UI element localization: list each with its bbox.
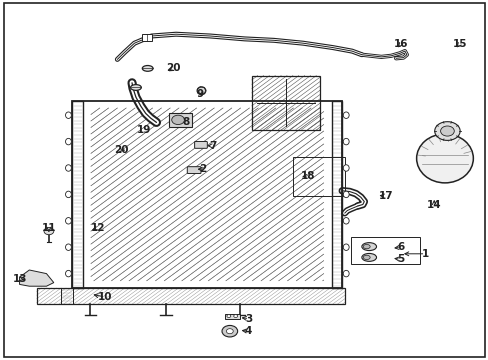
Ellipse shape [343, 191, 348, 198]
Ellipse shape [361, 253, 376, 261]
Circle shape [226, 315, 230, 318]
Text: 18: 18 [300, 171, 315, 181]
Text: 9: 9 [197, 89, 203, 99]
Circle shape [440, 126, 453, 136]
Circle shape [222, 325, 237, 337]
Bar [251, 76, 320, 130]
Ellipse shape [197, 87, 205, 95]
Text: 11: 11 [41, 222, 56, 233]
Ellipse shape [65, 270, 71, 277]
Text: 17: 17 [378, 191, 393, 201]
Circle shape [171, 115, 184, 125]
Bar [293, 157, 344, 196]
Bar [350, 237, 419, 264]
Ellipse shape [343, 112, 348, 118]
Text: 3: 3 [245, 314, 252, 324]
Ellipse shape [343, 165, 348, 171]
Text: 1: 1 [421, 249, 428, 259]
FancyBboxPatch shape [194, 141, 207, 148]
FancyBboxPatch shape [187, 167, 201, 174]
Ellipse shape [130, 85, 141, 90]
Ellipse shape [343, 138, 348, 145]
Bar [224, 314, 239, 319]
Bar [331, 101, 342, 288]
Bar [168, 113, 192, 127]
Text: 15: 15 [451, 39, 466, 49]
Text: 13: 13 [13, 274, 28, 284]
Text: 20: 20 [166, 63, 181, 73]
Ellipse shape [343, 244, 348, 251]
Ellipse shape [343, 217, 348, 224]
Text: 4: 4 [244, 326, 252, 336]
Ellipse shape [65, 244, 71, 251]
Ellipse shape [65, 191, 71, 198]
Circle shape [233, 315, 237, 318]
Bar [91, 108, 323, 281]
Bar [37, 288, 344, 304]
Ellipse shape [65, 165, 71, 171]
Ellipse shape [416, 134, 472, 183]
Text: 2: 2 [199, 164, 206, 174]
Circle shape [434, 122, 459, 140]
Text: 12: 12 [90, 222, 105, 233]
Ellipse shape [361, 243, 376, 251]
Ellipse shape [142, 66, 153, 71]
Circle shape [226, 329, 233, 334]
Text: 8: 8 [182, 117, 189, 127]
Ellipse shape [65, 138, 71, 145]
Text: 10: 10 [98, 292, 112, 302]
Ellipse shape [343, 270, 348, 277]
Polygon shape [20, 270, 54, 286]
Text: 20: 20 [114, 145, 128, 155]
Circle shape [44, 228, 54, 235]
Ellipse shape [363, 255, 369, 260]
Bar [72, 101, 342, 288]
Text: 7: 7 [208, 141, 216, 151]
Text: 14: 14 [426, 200, 441, 210]
Ellipse shape [65, 217, 71, 224]
Text: 19: 19 [137, 125, 151, 135]
Text: 5: 5 [397, 254, 404, 264]
Ellipse shape [65, 112, 71, 118]
Text: 6: 6 [397, 242, 404, 252]
Bar [72, 101, 83, 288]
Bar [142, 34, 151, 41]
Text: 16: 16 [393, 39, 407, 49]
Bar [61, 288, 73, 304]
Ellipse shape [363, 244, 369, 249]
